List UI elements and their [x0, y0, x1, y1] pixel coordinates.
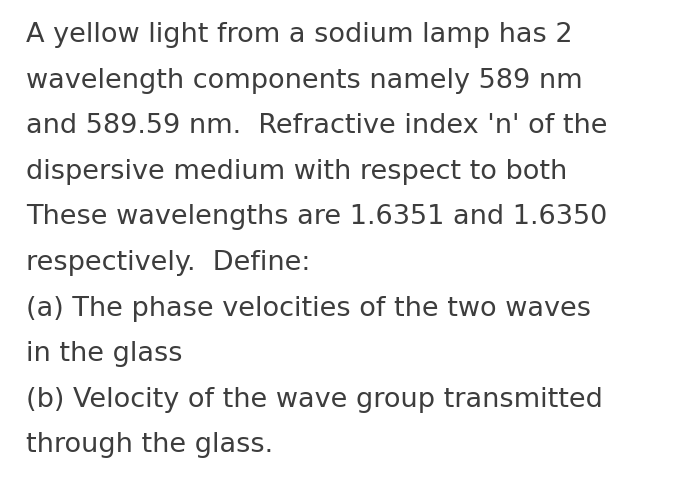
Text: dispersive medium with respect to both: dispersive medium with respect to both: [26, 159, 568, 185]
Text: wavelength components namely 589 nm: wavelength components namely 589 nm: [26, 68, 583, 94]
Text: through the glass.: through the glass.: [26, 432, 274, 458]
Text: in the glass: in the glass: [26, 341, 183, 367]
Text: (a) The phase velocities of the two waves: (a) The phase velocities of the two wave…: [26, 296, 592, 322]
Text: These wavelengths are 1.6351 and 1.6350: These wavelengths are 1.6351 and 1.6350: [26, 204, 608, 231]
Text: (b) Velocity of the wave group transmitted: (b) Velocity of the wave group transmitt…: [26, 387, 603, 413]
Text: and 589.59 nm.  Refractive index 'n' of the: and 589.59 nm. Refractive index 'n' of t…: [26, 113, 608, 140]
Text: respectively.  Define:: respectively. Define:: [26, 250, 311, 276]
Text: A yellow light from a sodium lamp has 2: A yellow light from a sodium lamp has 2: [26, 22, 573, 49]
